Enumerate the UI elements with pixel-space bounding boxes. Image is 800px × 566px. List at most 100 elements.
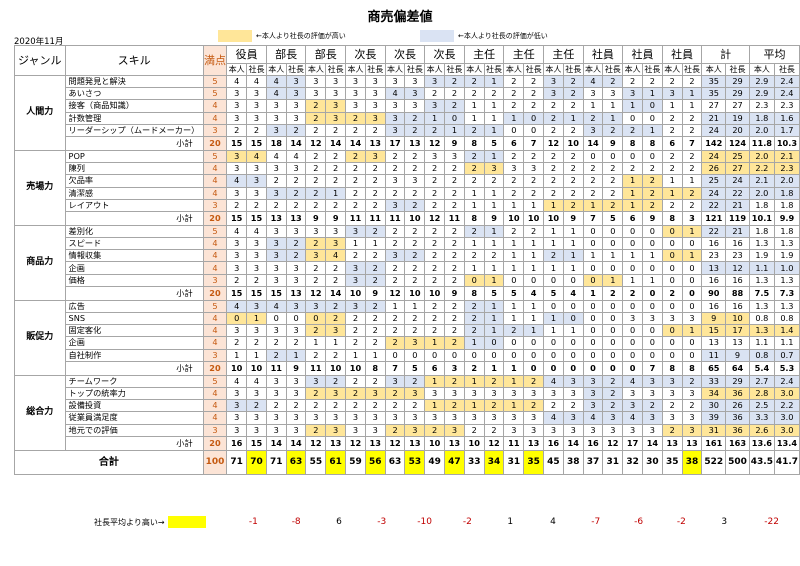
- score-cell: 1: [642, 249, 663, 263]
- score-cell: 4: [246, 374, 267, 388]
- score-cell: 2: [384, 237, 406, 251]
- score-cell: 2: [285, 399, 307, 413]
- subtotal-cell: 16: [582, 435, 604, 451]
- score-cell: 2: [404, 149, 426, 164]
- score-cell: 4: [226, 224, 248, 239]
- score-cell: 3: [285, 386, 307, 401]
- score-cell: 1: [246, 348, 267, 362]
- score-cell: 3: [404, 87, 426, 101]
- score-cell: 1: [424, 399, 446, 413]
- score-cell: 2: [305, 423, 327, 437]
- max-points: 4: [202, 324, 228, 338]
- subtotal-cell: 10: [424, 435, 446, 451]
- score-cell: 2: [305, 324, 327, 338]
- score-cell: 2: [523, 99, 545, 113]
- score-cell: 1: [503, 111, 525, 125]
- score-cell: 2: [265, 198, 287, 212]
- score-cell: 3: [483, 162, 505, 176]
- score-cell: 3: [226, 237, 248, 251]
- score-cell: 2: [404, 399, 426, 413]
- score-cell: 2: [384, 399, 406, 413]
- score-cell: 0: [642, 299, 663, 314]
- subtotal-cell: 2: [602, 285, 624, 301]
- total-cell: 35: [661, 449, 683, 475]
- header-subrow: 本人 社長 本人 社長 本人 社長 本人 社長 本人 社長 本人 社長 本人 社長 本人 社長 本人 社長 本人 社長…: [15, 63, 800, 76]
- score-cell: 0: [503, 123, 525, 137]
- subtotal-cell: 15: [226, 210, 248, 226]
- score-cell: 3: [246, 411, 267, 425]
- score-cell: 2: [523, 399, 545, 413]
- skill-name: SNS: [64, 311, 204, 326]
- score-cell: 2: [642, 186, 663, 200]
- score-cell: 2: [562, 74, 584, 89]
- score-cell: 2.9: [748, 87, 775, 101]
- subtotal-cell: 7: [384, 360, 406, 376]
- score-cell: 3: [562, 411, 584, 425]
- score-cell: 1: [463, 336, 485, 350]
- score-cell: 2: [404, 261, 426, 275]
- score-cell: 1: [483, 123, 505, 137]
- score-cell: 2: [404, 111, 426, 125]
- score-cell: 3: [305, 411, 327, 425]
- skill-row: 固定客化 4 3 3 3 3 2 3 2 2 2 2 2 2 2 1 2 1 1 1 0 0 0 0 0 1 15 17 1.3 1.4: [15, 324, 800, 338]
- subtotal-cell: 119: [725, 210, 750, 226]
- score-cell: 3: [246, 87, 267, 101]
- score-cell: 2: [562, 174, 584, 188]
- skill-name: 差別化: [64, 224, 204, 239]
- subtotal-cell: 13: [681, 435, 703, 451]
- score-cell: 2: [503, 174, 525, 188]
- score-cell: 1: [364, 237, 386, 251]
- score-cell: 2: [325, 123, 347, 137]
- header-self: 本人: [424, 63, 446, 76]
- score-cell: 3: [285, 224, 307, 239]
- max-points: 4: [202, 237, 228, 251]
- skill-row: 陳列 4 3 3 3 3 2 2 2 2 2 2 2 2 2 3 3 3 2 2 2 2 2 2 2 2 26 27 2.2 2.3: [15, 162, 800, 176]
- subtotal-cell: 13: [364, 135, 386, 151]
- score-cell: 2: [345, 324, 366, 338]
- subtotal-cell: 13: [444, 435, 465, 451]
- subtotal-cell: 12: [424, 135, 446, 151]
- subtotal-cell: 10.3: [773, 135, 800, 151]
- score-cell: 0: [661, 224, 683, 239]
- score-cell: 0: [661, 348, 683, 362]
- score-cell: 4: [265, 87, 287, 101]
- subtotal-cell: 9: [642, 210, 663, 226]
- score-cell: 2: [226, 273, 248, 287]
- score-cell: 3: [325, 87, 347, 101]
- subtotal-cell: 5: [483, 135, 505, 151]
- score-cell: 0: [404, 348, 426, 362]
- score-cell: 2.0: [773, 174, 800, 188]
- score-cell: 3.3: [748, 411, 775, 425]
- score-cell: 2: [463, 224, 485, 239]
- total-cell: 55: [305, 449, 327, 475]
- score-cell: 0: [582, 237, 604, 251]
- score-cell: 0: [622, 324, 644, 338]
- score-cell: 3: [345, 273, 366, 287]
- subtotal-cell: 9: [305, 210, 327, 226]
- score-cell: 2: [345, 123, 366, 137]
- score-cell: 1: [681, 249, 703, 263]
- subtotal-label: 小計: [64, 210, 204, 226]
- total-cell: 63: [285, 449, 307, 475]
- score-cell: 16: [701, 299, 727, 314]
- score-cell: 3: [226, 99, 248, 113]
- score-cell: 27: [725, 162, 750, 176]
- score-cell: 3: [345, 74, 366, 89]
- score-cell: 0: [305, 311, 327, 326]
- score-cell: 0: [602, 348, 624, 362]
- score-cell: 0: [543, 348, 564, 362]
- score-cell: 23: [725, 249, 750, 263]
- score-cell: 1: [503, 261, 525, 275]
- score-cell: 0: [642, 237, 663, 251]
- skill-name: 欠品率: [64, 174, 204, 188]
- subtotal-cell: 13.6: [748, 435, 775, 451]
- score-cell: 3: [305, 249, 327, 263]
- subtotal-row: 小計 20 16 15 14 14 12 13 12 13 12 13 10 13 10 12 11 13 16 14…: [15, 435, 800, 451]
- score-cell: 2: [463, 174, 485, 188]
- score-cell: 1: [463, 374, 485, 388]
- subtotal-cell: 5: [543, 285, 564, 301]
- skill-row: トップの統率力 4 3 3 3 3 2 3 2 3 2 3 3 3 3 3 3 3 3 3 3 2 3 3 3 3 34 36 2.8 3…: [15, 386, 800, 401]
- score-cell: 0: [622, 261, 644, 275]
- score-cell: 1.3: [773, 299, 800, 314]
- max-points: 4: [202, 399, 228, 413]
